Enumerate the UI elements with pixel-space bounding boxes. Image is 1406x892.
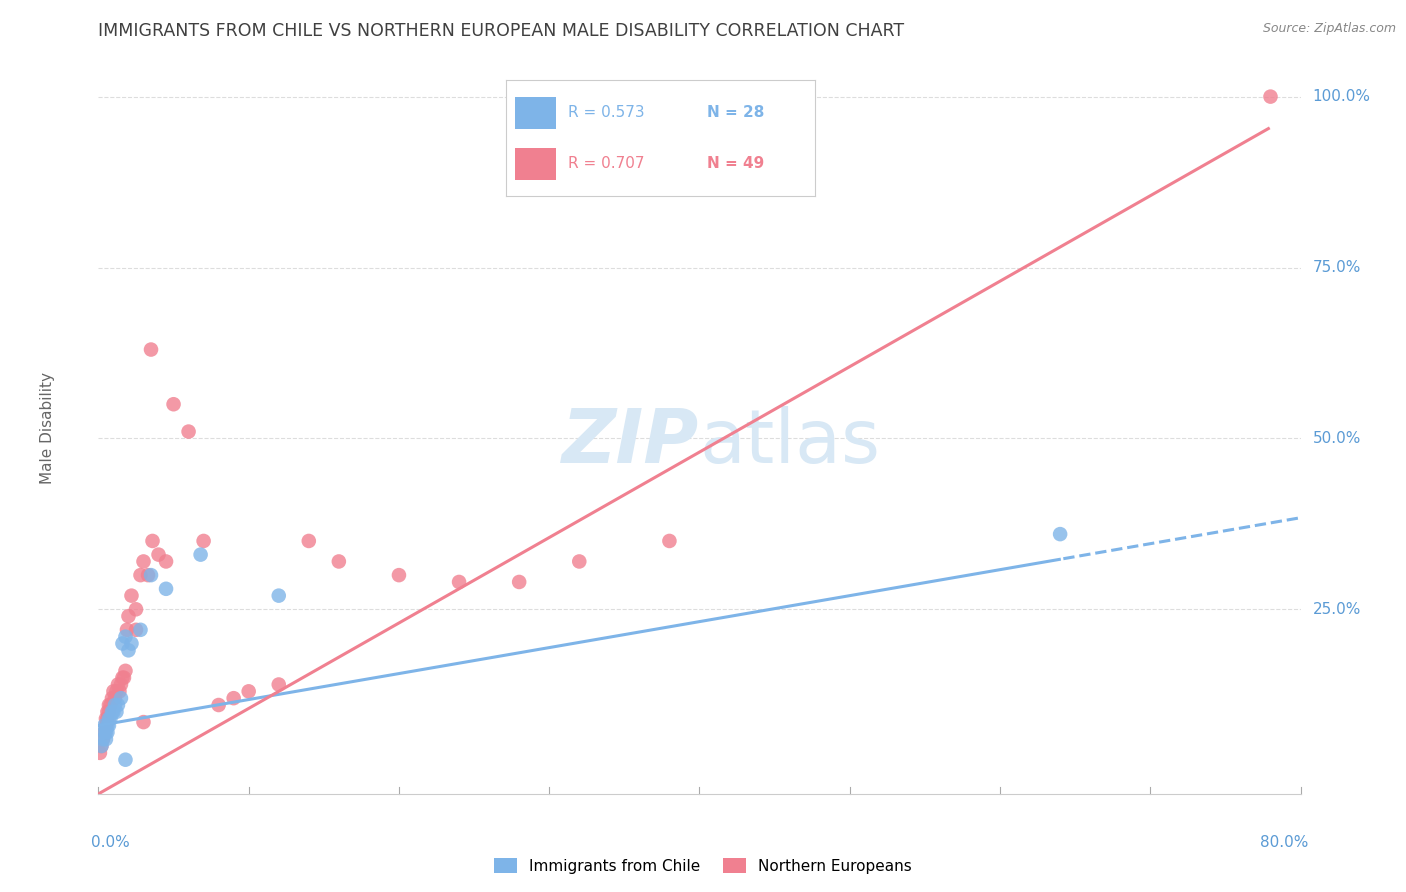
Point	[121, 636, 143, 650]
Text: R = 0.707: R = 0.707	[568, 156, 644, 171]
Point	[108, 684, 131, 698]
Point	[132, 715, 155, 730]
Point	[96, 712, 118, 726]
Point	[97, 698, 120, 712]
Point	[125, 602, 148, 616]
Point	[508, 574, 530, 589]
Point	[107, 698, 129, 712]
Text: 80.0%: 80.0%	[1260, 835, 1308, 850]
Point	[132, 554, 155, 568]
Point	[267, 677, 290, 691]
Point	[129, 623, 152, 637]
Point	[94, 718, 117, 732]
Point	[97, 718, 120, 732]
Point	[267, 589, 290, 603]
Point	[141, 533, 163, 548]
Point	[91, 732, 114, 747]
Point	[110, 677, 132, 691]
Point	[139, 343, 162, 357]
Point	[111, 671, 134, 685]
Point	[115, 623, 138, 637]
Point	[177, 425, 200, 439]
Point	[1260, 89, 1282, 103]
Point	[105, 684, 128, 698]
Point	[96, 718, 118, 732]
Point	[103, 705, 125, 719]
Point	[328, 554, 350, 568]
Point	[117, 643, 139, 657]
Point	[90, 739, 112, 753]
Point	[190, 548, 212, 562]
Point	[96, 705, 118, 719]
Point	[388, 568, 411, 582]
Text: Male Disability: Male Disability	[41, 372, 55, 484]
Point	[89, 746, 111, 760]
Text: ZIP: ZIP	[562, 406, 699, 479]
Point	[155, 554, 177, 568]
Point	[94, 732, 117, 747]
Point	[100, 698, 122, 712]
Point	[110, 691, 132, 706]
Bar	[516, 147, 555, 180]
Point	[93, 725, 115, 739]
Point	[103, 684, 125, 698]
Text: R = 0.573: R = 0.573	[568, 105, 644, 120]
Point	[125, 623, 148, 637]
Point	[104, 691, 127, 706]
Text: IMMIGRANTS FROM CHILE VS NORTHERN EUROPEAN MALE DISABILITY CORRELATION CHART: IMMIGRANTS FROM CHILE VS NORTHERN EUROPE…	[98, 22, 904, 40]
Point	[121, 589, 143, 603]
Legend: Immigrants from Chile, Northern Europeans: Immigrants from Chile, Northern European…	[488, 852, 918, 880]
Point	[104, 698, 127, 712]
Point	[155, 582, 177, 596]
Text: N = 28: N = 28	[707, 105, 765, 120]
Point	[101, 705, 124, 719]
Point	[1049, 527, 1071, 541]
Point	[136, 568, 159, 582]
Point	[94, 712, 117, 726]
Point	[193, 533, 215, 548]
Point	[101, 691, 124, 706]
Point	[94, 725, 117, 739]
Point	[114, 753, 136, 767]
Point	[117, 609, 139, 624]
Point	[97, 705, 120, 719]
Point	[208, 698, 231, 712]
Text: atlas: atlas	[699, 406, 880, 479]
Point	[114, 664, 136, 678]
Point	[97, 712, 120, 726]
Point	[100, 712, 122, 726]
Text: 0.0%: 0.0%	[91, 835, 129, 850]
Bar	[516, 96, 555, 129]
Point	[568, 554, 591, 568]
Point	[112, 671, 135, 685]
Point	[96, 725, 118, 739]
Text: Source: ZipAtlas.com: Source: ZipAtlas.com	[1263, 22, 1396, 36]
Point	[222, 691, 245, 706]
Text: 100.0%: 100.0%	[1313, 89, 1371, 104]
Point	[91, 732, 114, 747]
Text: 25.0%: 25.0%	[1313, 602, 1361, 616]
Point	[129, 568, 152, 582]
Text: 75.0%: 75.0%	[1313, 260, 1361, 275]
Point	[238, 684, 260, 698]
Point	[105, 705, 128, 719]
Point	[148, 548, 170, 562]
Point	[93, 718, 115, 732]
Point	[658, 533, 681, 548]
Text: 50.0%: 50.0%	[1313, 431, 1361, 446]
Text: N = 49: N = 49	[707, 156, 765, 171]
Point	[298, 533, 321, 548]
Point	[114, 630, 136, 644]
Point	[93, 725, 115, 739]
Point	[139, 568, 162, 582]
Point	[111, 636, 134, 650]
Point	[90, 739, 112, 753]
Point	[107, 677, 129, 691]
Point	[162, 397, 184, 411]
Point	[447, 574, 470, 589]
